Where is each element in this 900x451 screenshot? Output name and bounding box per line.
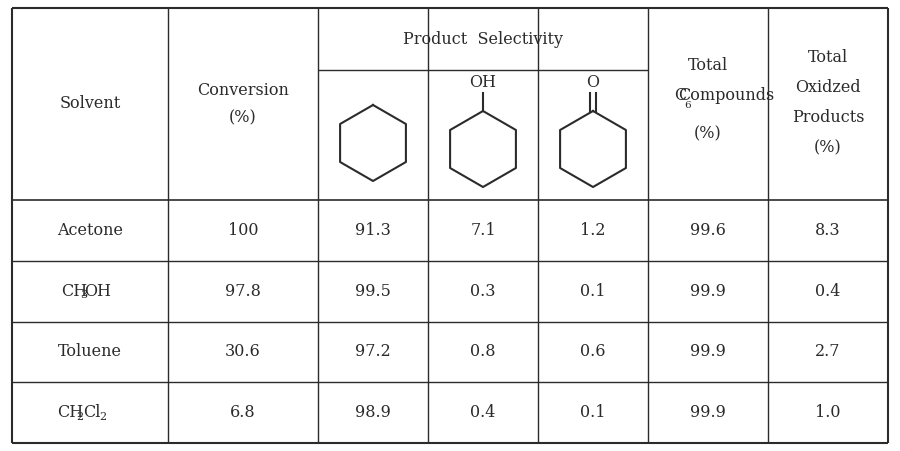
Text: 0.6: 0.6	[580, 343, 606, 360]
Text: 0.4: 0.4	[471, 404, 496, 421]
Text: 99.9: 99.9	[690, 283, 726, 299]
Text: (%): (%)	[694, 125, 722, 143]
Text: 99.6: 99.6	[690, 222, 726, 239]
Text: 8.3: 8.3	[815, 222, 841, 239]
Text: 6: 6	[685, 101, 691, 110]
Text: 2: 2	[76, 412, 84, 422]
Text: 99.9: 99.9	[690, 404, 726, 421]
Text: Oxidzed: Oxidzed	[796, 79, 860, 97]
Text: O: O	[587, 74, 599, 91]
Text: 6.8: 6.8	[230, 404, 256, 421]
Text: OH: OH	[85, 283, 112, 299]
Text: 97.8: 97.8	[225, 283, 261, 299]
Text: CH: CH	[61, 283, 87, 299]
Text: 91.3: 91.3	[356, 222, 391, 239]
Text: 0.8: 0.8	[470, 343, 496, 360]
Text: 1.2: 1.2	[580, 222, 606, 239]
Text: 99.9: 99.9	[690, 343, 726, 360]
Text: 1.0: 1.0	[815, 404, 841, 421]
Text: Products: Products	[792, 110, 864, 126]
Text: 0.4: 0.4	[815, 283, 841, 299]
Text: 0.1: 0.1	[580, 404, 606, 421]
Text: 99.5: 99.5	[356, 283, 391, 299]
Text: CH: CH	[57, 404, 83, 421]
Text: 3: 3	[80, 290, 87, 300]
Text: Total: Total	[808, 50, 848, 66]
Text: Acetone: Acetone	[57, 222, 123, 239]
Text: Cl: Cl	[83, 404, 101, 421]
Text: 0.1: 0.1	[580, 283, 606, 299]
Text: 2: 2	[99, 412, 106, 422]
Text: 0.3: 0.3	[470, 283, 496, 299]
Text: Compounds: Compounds	[678, 87, 774, 105]
Text: Conversion
(%): Conversion (%)	[197, 82, 289, 126]
Text: 7.1: 7.1	[470, 222, 496, 239]
Text: Total: Total	[688, 57, 728, 74]
Text: 2.7: 2.7	[815, 343, 841, 360]
Text: C: C	[674, 87, 686, 105]
Text: Toluene: Toluene	[58, 343, 122, 360]
Text: Product  Selectivity: Product Selectivity	[403, 31, 563, 47]
Text: OH: OH	[470, 74, 497, 91]
Text: 98.9: 98.9	[356, 404, 391, 421]
Text: 30.6: 30.6	[225, 343, 261, 360]
Text: 100: 100	[228, 222, 258, 239]
Text: 97.2: 97.2	[356, 343, 391, 360]
Text: Solvent: Solvent	[59, 96, 121, 112]
Text: (%): (%)	[814, 139, 842, 156]
